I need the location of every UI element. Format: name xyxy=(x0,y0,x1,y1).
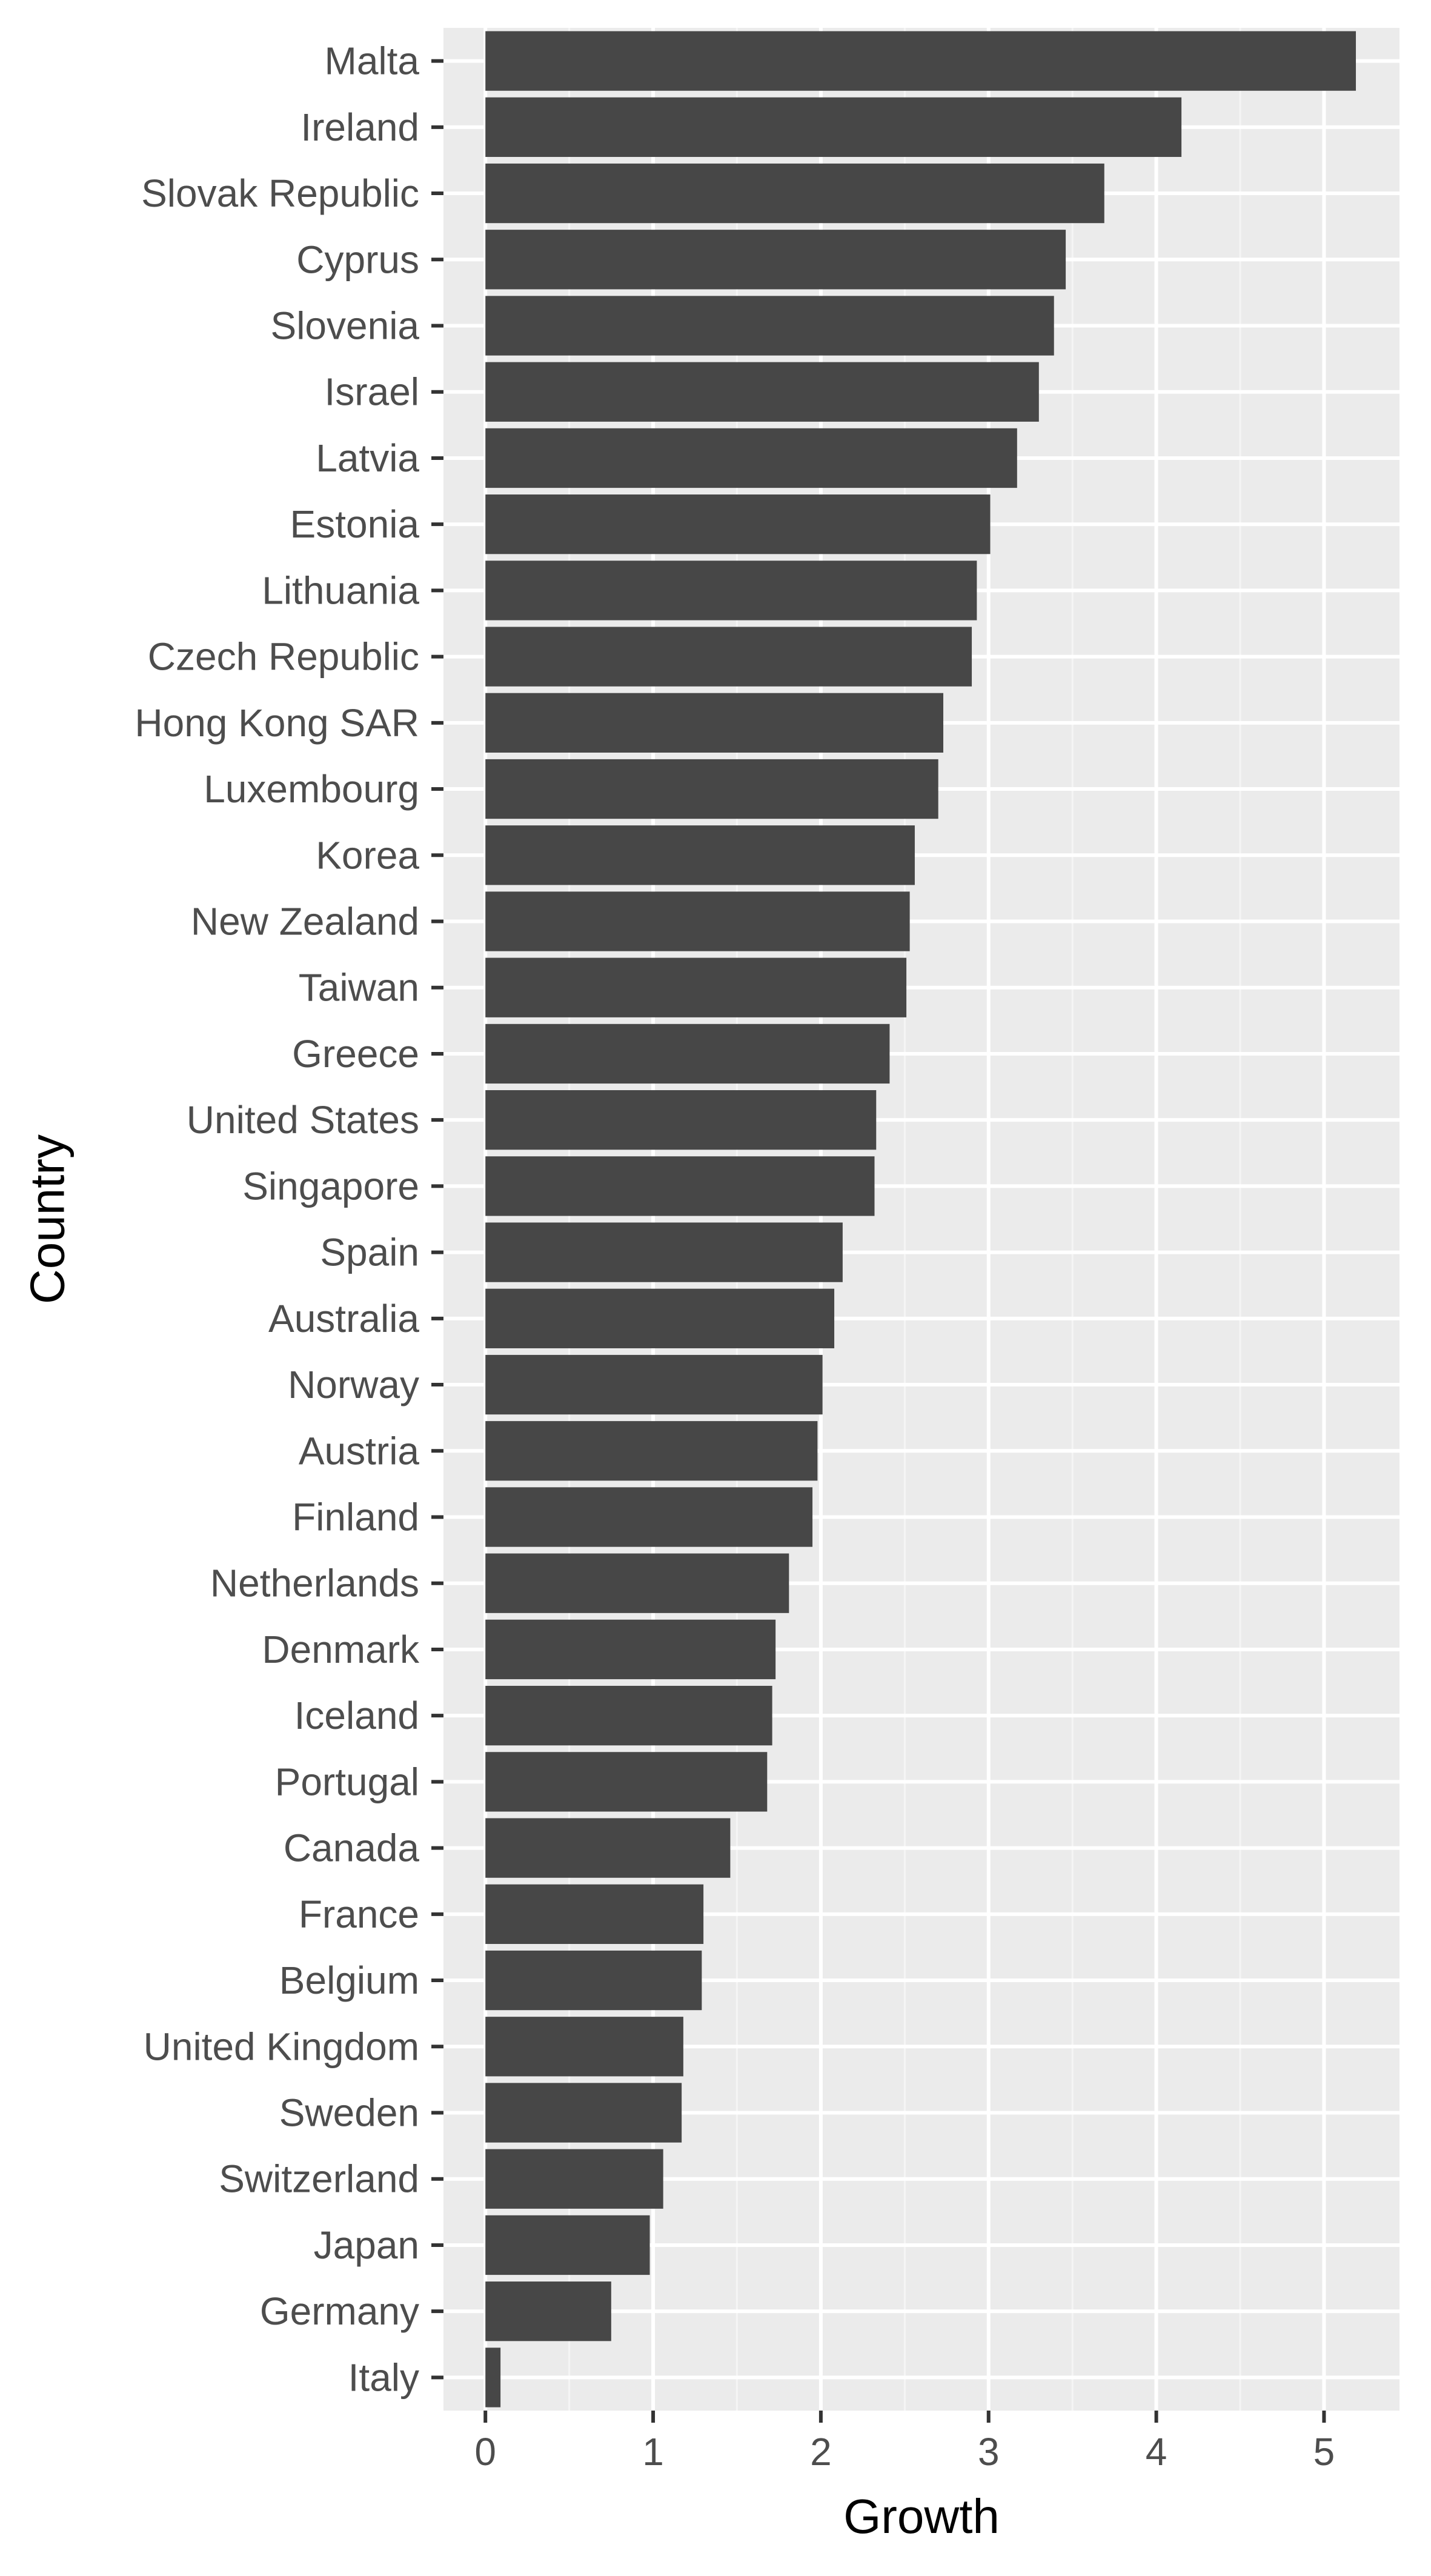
y-tick-label: New Zealand xyxy=(191,900,419,944)
bar xyxy=(485,2149,663,2209)
y-tick-label: United Kingdom xyxy=(144,2025,419,2068)
x-tick-label: 1 xyxy=(642,2430,664,2474)
bar xyxy=(485,428,1017,488)
y-tick-label: Estonia xyxy=(290,502,420,546)
x-tick-label: 4 xyxy=(1146,2430,1167,2474)
bar xyxy=(485,1553,789,1613)
y-tick-label: Luxembourg xyxy=(204,767,419,811)
y-tick-label: Norway xyxy=(288,1363,419,1406)
y-tick-label: Lithuania xyxy=(262,568,419,612)
bar xyxy=(485,825,915,885)
y-tick-label: Sweden xyxy=(279,2091,419,2135)
y-tick-label: Austria xyxy=(299,1429,420,1473)
y-tick-label: Greece xyxy=(292,1032,419,1076)
bar xyxy=(485,296,1054,356)
bar xyxy=(485,1156,875,1216)
bar xyxy=(485,1686,772,1746)
y-tick-label: Australia xyxy=(268,1297,419,1340)
bar xyxy=(485,1619,776,1680)
bar xyxy=(485,1288,835,1348)
y-tick-label: Malta xyxy=(325,39,420,83)
bar xyxy=(485,2281,611,2341)
y-tick-label: Finland xyxy=(292,1496,419,1539)
bar xyxy=(485,1884,704,1944)
y-axis-title: Country xyxy=(21,1134,75,1304)
bar xyxy=(485,230,1066,290)
bar xyxy=(485,362,1039,422)
bar xyxy=(485,2215,650,2275)
y-tick-label: Czech Republic xyxy=(148,635,419,679)
bar xyxy=(485,1950,702,2011)
y-tick-label: Spain xyxy=(320,1231,419,1274)
x-tick-label: 5 xyxy=(1313,2430,1335,2474)
y-tick-label: United States xyxy=(187,1098,419,1142)
y-tick-label: Cyprus xyxy=(296,238,419,281)
y-tick-label: Portugal xyxy=(275,1760,419,1803)
bar xyxy=(485,1354,823,1415)
bar xyxy=(485,1818,731,1878)
bars xyxy=(485,31,1356,2408)
y-tick-label: Denmark xyxy=(262,1628,420,1671)
y-tick-label: Germany xyxy=(260,2289,419,2333)
y-tick-label: Slovak Republic xyxy=(141,171,419,215)
bar xyxy=(485,1487,813,1547)
bar xyxy=(485,2348,501,2408)
x-tick-label: 2 xyxy=(810,2430,832,2474)
y-tick-label: Israel xyxy=(325,370,420,414)
bar xyxy=(485,759,938,819)
gridlines xyxy=(443,28,1399,2411)
y-tick-label: Hong Kong SAR xyxy=(134,701,419,745)
y-tick-label: Switzerland xyxy=(219,2157,419,2201)
bar xyxy=(485,693,943,753)
bar xyxy=(485,2083,682,2143)
y-tick-label: Netherlands xyxy=(210,1562,419,1605)
x-axis-title: Growth xyxy=(843,2489,1000,2543)
x-tick-label: 0 xyxy=(474,2430,496,2474)
y-tick-label: Iceland xyxy=(294,1694,419,1737)
y-tick-label: Ireland xyxy=(300,105,419,149)
bar xyxy=(485,97,1182,157)
bar xyxy=(485,2017,683,2077)
y-tick-label: Singapore xyxy=(242,1164,419,1208)
y-tick-label: France xyxy=(299,1892,419,1936)
y-tick-label: Latvia xyxy=(316,436,419,480)
y-axis: Malta Ireland Slovak Republic Cyprus Sloveni… xyxy=(134,39,443,2399)
x-axis: 0 1 2 3 4 5 xyxy=(474,2411,1335,2474)
y-tick-label: Taiwan xyxy=(299,966,419,1010)
bar xyxy=(485,494,991,554)
bar xyxy=(485,1752,768,1812)
y-tick-label: Canada xyxy=(284,1826,420,1870)
bar xyxy=(485,1421,818,1481)
bar xyxy=(485,627,972,687)
bar xyxy=(485,31,1356,91)
bar xyxy=(485,1023,890,1084)
y-tick-label: Japan xyxy=(314,2223,419,2267)
x-tick-label: 3 xyxy=(978,2430,1000,2474)
bar xyxy=(485,957,907,1017)
bar xyxy=(485,891,910,951)
y-tick-label: Belgium xyxy=(279,1959,419,2002)
bar xyxy=(485,1222,843,1282)
y-tick-label: Slovenia xyxy=(271,304,420,348)
bar xyxy=(485,163,1104,224)
y-tick-label: Korea xyxy=(316,833,419,877)
bar xyxy=(485,561,977,621)
y-tick-label: Italy xyxy=(348,2355,419,2399)
bar xyxy=(485,1090,877,1150)
